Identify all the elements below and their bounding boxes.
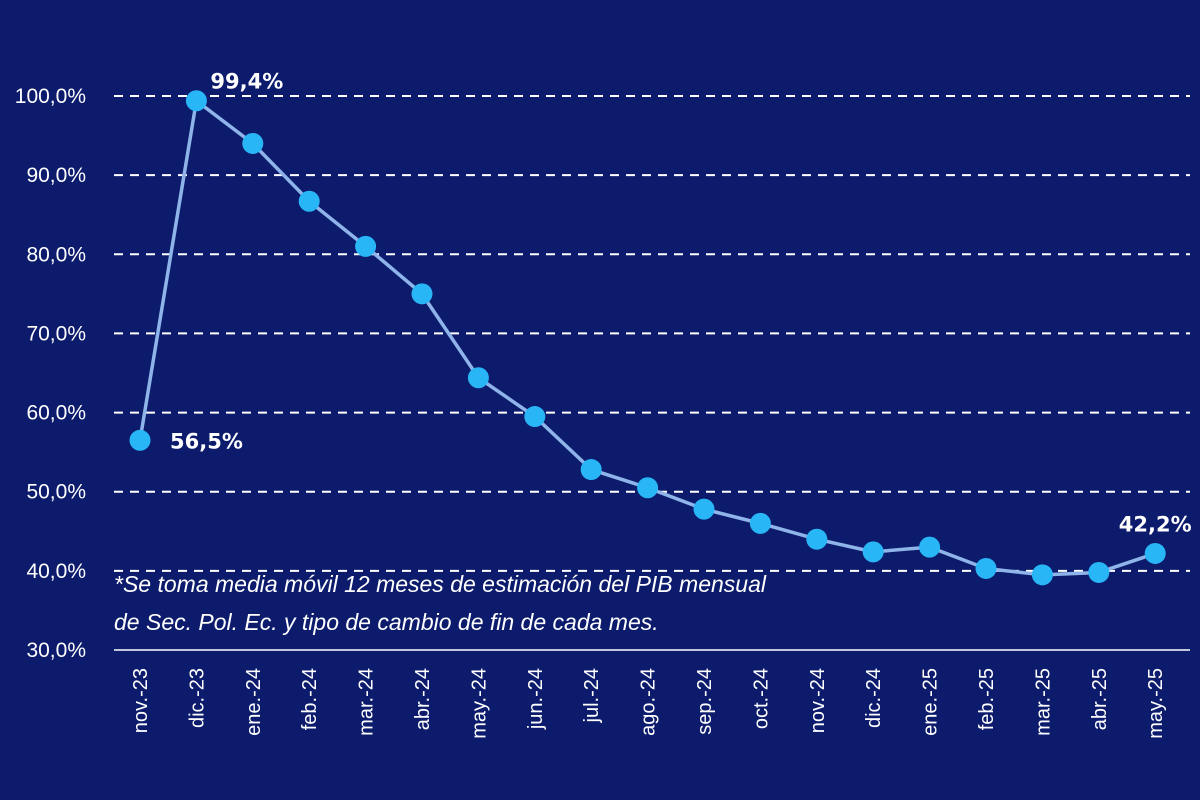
y-axis-ticks: 30,0% 40,0% 50,0% 60,0% 70,0% 80,0% 90,0% 100,0…: [15, 85, 86, 662]
x-tick-label: oct.-24: [750, 668, 772, 729]
x-tick-label: feb.-25: [976, 668, 998, 730]
x-tick-label: mar.-24: [356, 668, 378, 736]
data-label: 42,2%: [1119, 512, 1192, 536]
data-point: [806, 528, 828, 550]
x-tick-label: ene.-24: [243, 668, 265, 736]
x-tick-label: may.-25: [1145, 668, 1167, 739]
data-point: [1031, 564, 1053, 586]
series-layer: [129, 90, 1166, 586]
y-tick-label: 50,0%: [26, 481, 86, 504]
data-point: [862, 541, 884, 563]
y-tick-label: 70,0%: [26, 322, 86, 345]
y-tick-label: 90,0%: [26, 164, 86, 187]
series-line: [138, 98, 1156, 577]
data-labels: 56,5% 99,4% 42,2%: [170, 70, 1192, 537]
x-tick-label: abr.-24: [412, 668, 434, 730]
data-point: [693, 498, 715, 520]
x-axis-ticks: nov.-23 dic.-23 ene.-24 feb.-24 mar.-24 abr.-…: [130, 668, 1167, 739]
x-tick-label: nov.-24: [807, 668, 829, 733]
data-point: [637, 477, 659, 499]
data-point: [524, 406, 546, 428]
data-point: [411, 283, 433, 305]
data-point: [298, 190, 320, 212]
x-tick-label: jun.-24: [525, 668, 547, 730]
x-tick-label: abr.-25: [1089, 668, 1111, 730]
data-point: [467, 367, 489, 389]
y-tick-label: 40,0%: [26, 560, 86, 583]
x-tick-label: nov.-23: [130, 668, 152, 733]
y-tick-label: 60,0%: [26, 402, 86, 425]
data-point: [749, 512, 771, 534]
x-tick-label: dic.-24: [863, 668, 885, 728]
data-point: [1088, 561, 1110, 583]
y-tick-label: 100,0%: [15, 85, 86, 108]
x-tick-label: may.-24: [468, 668, 490, 739]
x-tick-label: ene.-25: [920, 668, 942, 736]
data-point: [355, 235, 377, 257]
data-point: [242, 132, 264, 154]
data-point: [580, 459, 602, 481]
x-tick-label: jul.-24: [581, 668, 603, 723]
footnote-line-1: *Se toma media móvil 12 meses de estimac…: [114, 571, 767, 597]
y-tick-label: 30,0%: [26, 639, 86, 662]
data-point: [975, 557, 997, 579]
x-tick-label: dic.-23: [186, 668, 208, 728]
grid-layer: [114, 95, 1190, 572]
footnote-line-2: de Sec. Pol. Ec. y tipo de cambio de fin…: [114, 609, 659, 635]
x-tick-label: ago.-24: [638, 668, 660, 736]
data-point: [185, 90, 207, 112]
data-point: [1144, 542, 1166, 564]
x-tick-label: mar.-25: [1032, 668, 1054, 736]
footnote: *Se toma media móvil 12 meses de estimac…: [114, 571, 767, 635]
data-point: [919, 536, 941, 558]
data-label: 99,4%: [210, 70, 283, 94]
data-point: [129, 429, 151, 451]
data-label: 56,5%: [170, 429, 243, 453]
x-tick-label: sep.-24: [694, 668, 716, 735]
x-tick-label: feb.-24: [299, 668, 321, 730]
y-tick-label: 80,0%: [26, 243, 86, 266]
